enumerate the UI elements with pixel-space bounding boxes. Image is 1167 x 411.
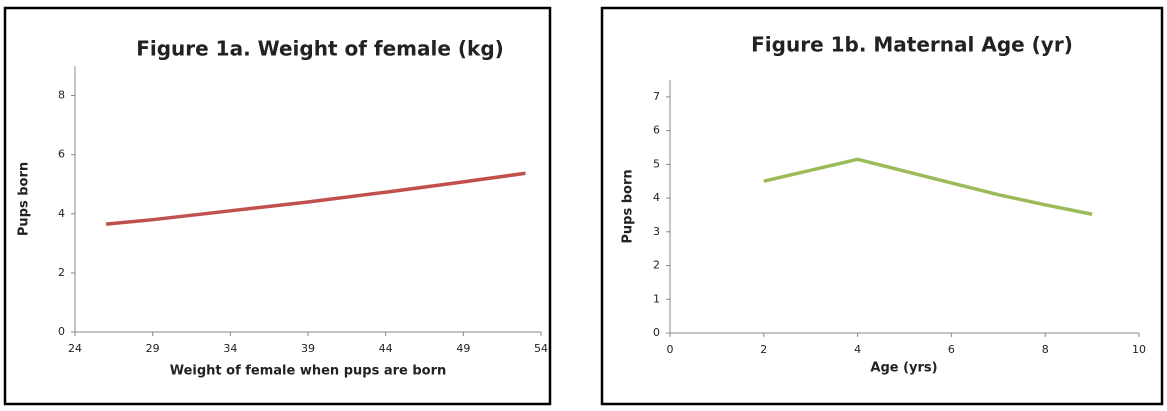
x-tick-label: 10 xyxy=(1132,343,1146,356)
y-tick-label: 7 xyxy=(653,90,660,103)
y-tick-label: 5 xyxy=(653,157,660,170)
chart-frame xyxy=(3,6,552,406)
y-tick-label: 4 xyxy=(653,191,660,204)
y-tick-label: 8 xyxy=(58,89,65,102)
y-tick-label: 4 xyxy=(58,207,65,220)
x-tick-label: 24 xyxy=(68,342,82,355)
y-axis-title: Pups born xyxy=(621,169,636,243)
chart-title: Figure 1a. Weight of female (kg) xyxy=(136,37,504,61)
y-tick-label: 2 xyxy=(653,259,660,272)
x-tick-label: 6 xyxy=(948,343,955,356)
x-tick-label: 34 xyxy=(223,342,237,355)
y-tick-label: 3 xyxy=(653,225,660,238)
data-line xyxy=(763,157,1093,216)
x-tick-label: 2 xyxy=(760,343,767,356)
y-tick-label: 6 xyxy=(653,124,660,137)
x-tick-label: 8 xyxy=(1042,343,1049,356)
data-line xyxy=(105,171,526,226)
y-tick-label: 1 xyxy=(653,292,660,305)
x-tick-label: 29 xyxy=(146,342,160,355)
x-tick-label: 39 xyxy=(301,342,315,355)
y-tick-label: 6 xyxy=(58,148,65,161)
chart-title: Figure 1b. Maternal Age (yr) xyxy=(751,33,1073,57)
x-tick-label: 4 xyxy=(854,343,861,356)
x-tick-label: 0 xyxy=(667,343,674,356)
x-axis-title: Age (yrs) xyxy=(870,361,937,376)
x-tick-label: 49 xyxy=(456,342,470,355)
x-tick-label: 54 xyxy=(534,342,548,355)
x-axis-title: Weight of female when pups are born xyxy=(170,364,447,379)
y-tick-label: 0 xyxy=(653,326,660,339)
y-tick-label: 2 xyxy=(58,266,65,279)
chart-frame xyxy=(600,6,1164,406)
y-axis-title: Pups born xyxy=(17,162,32,236)
x-tick-label: 44 xyxy=(379,342,393,355)
y-tick-label: 0 xyxy=(58,325,65,338)
